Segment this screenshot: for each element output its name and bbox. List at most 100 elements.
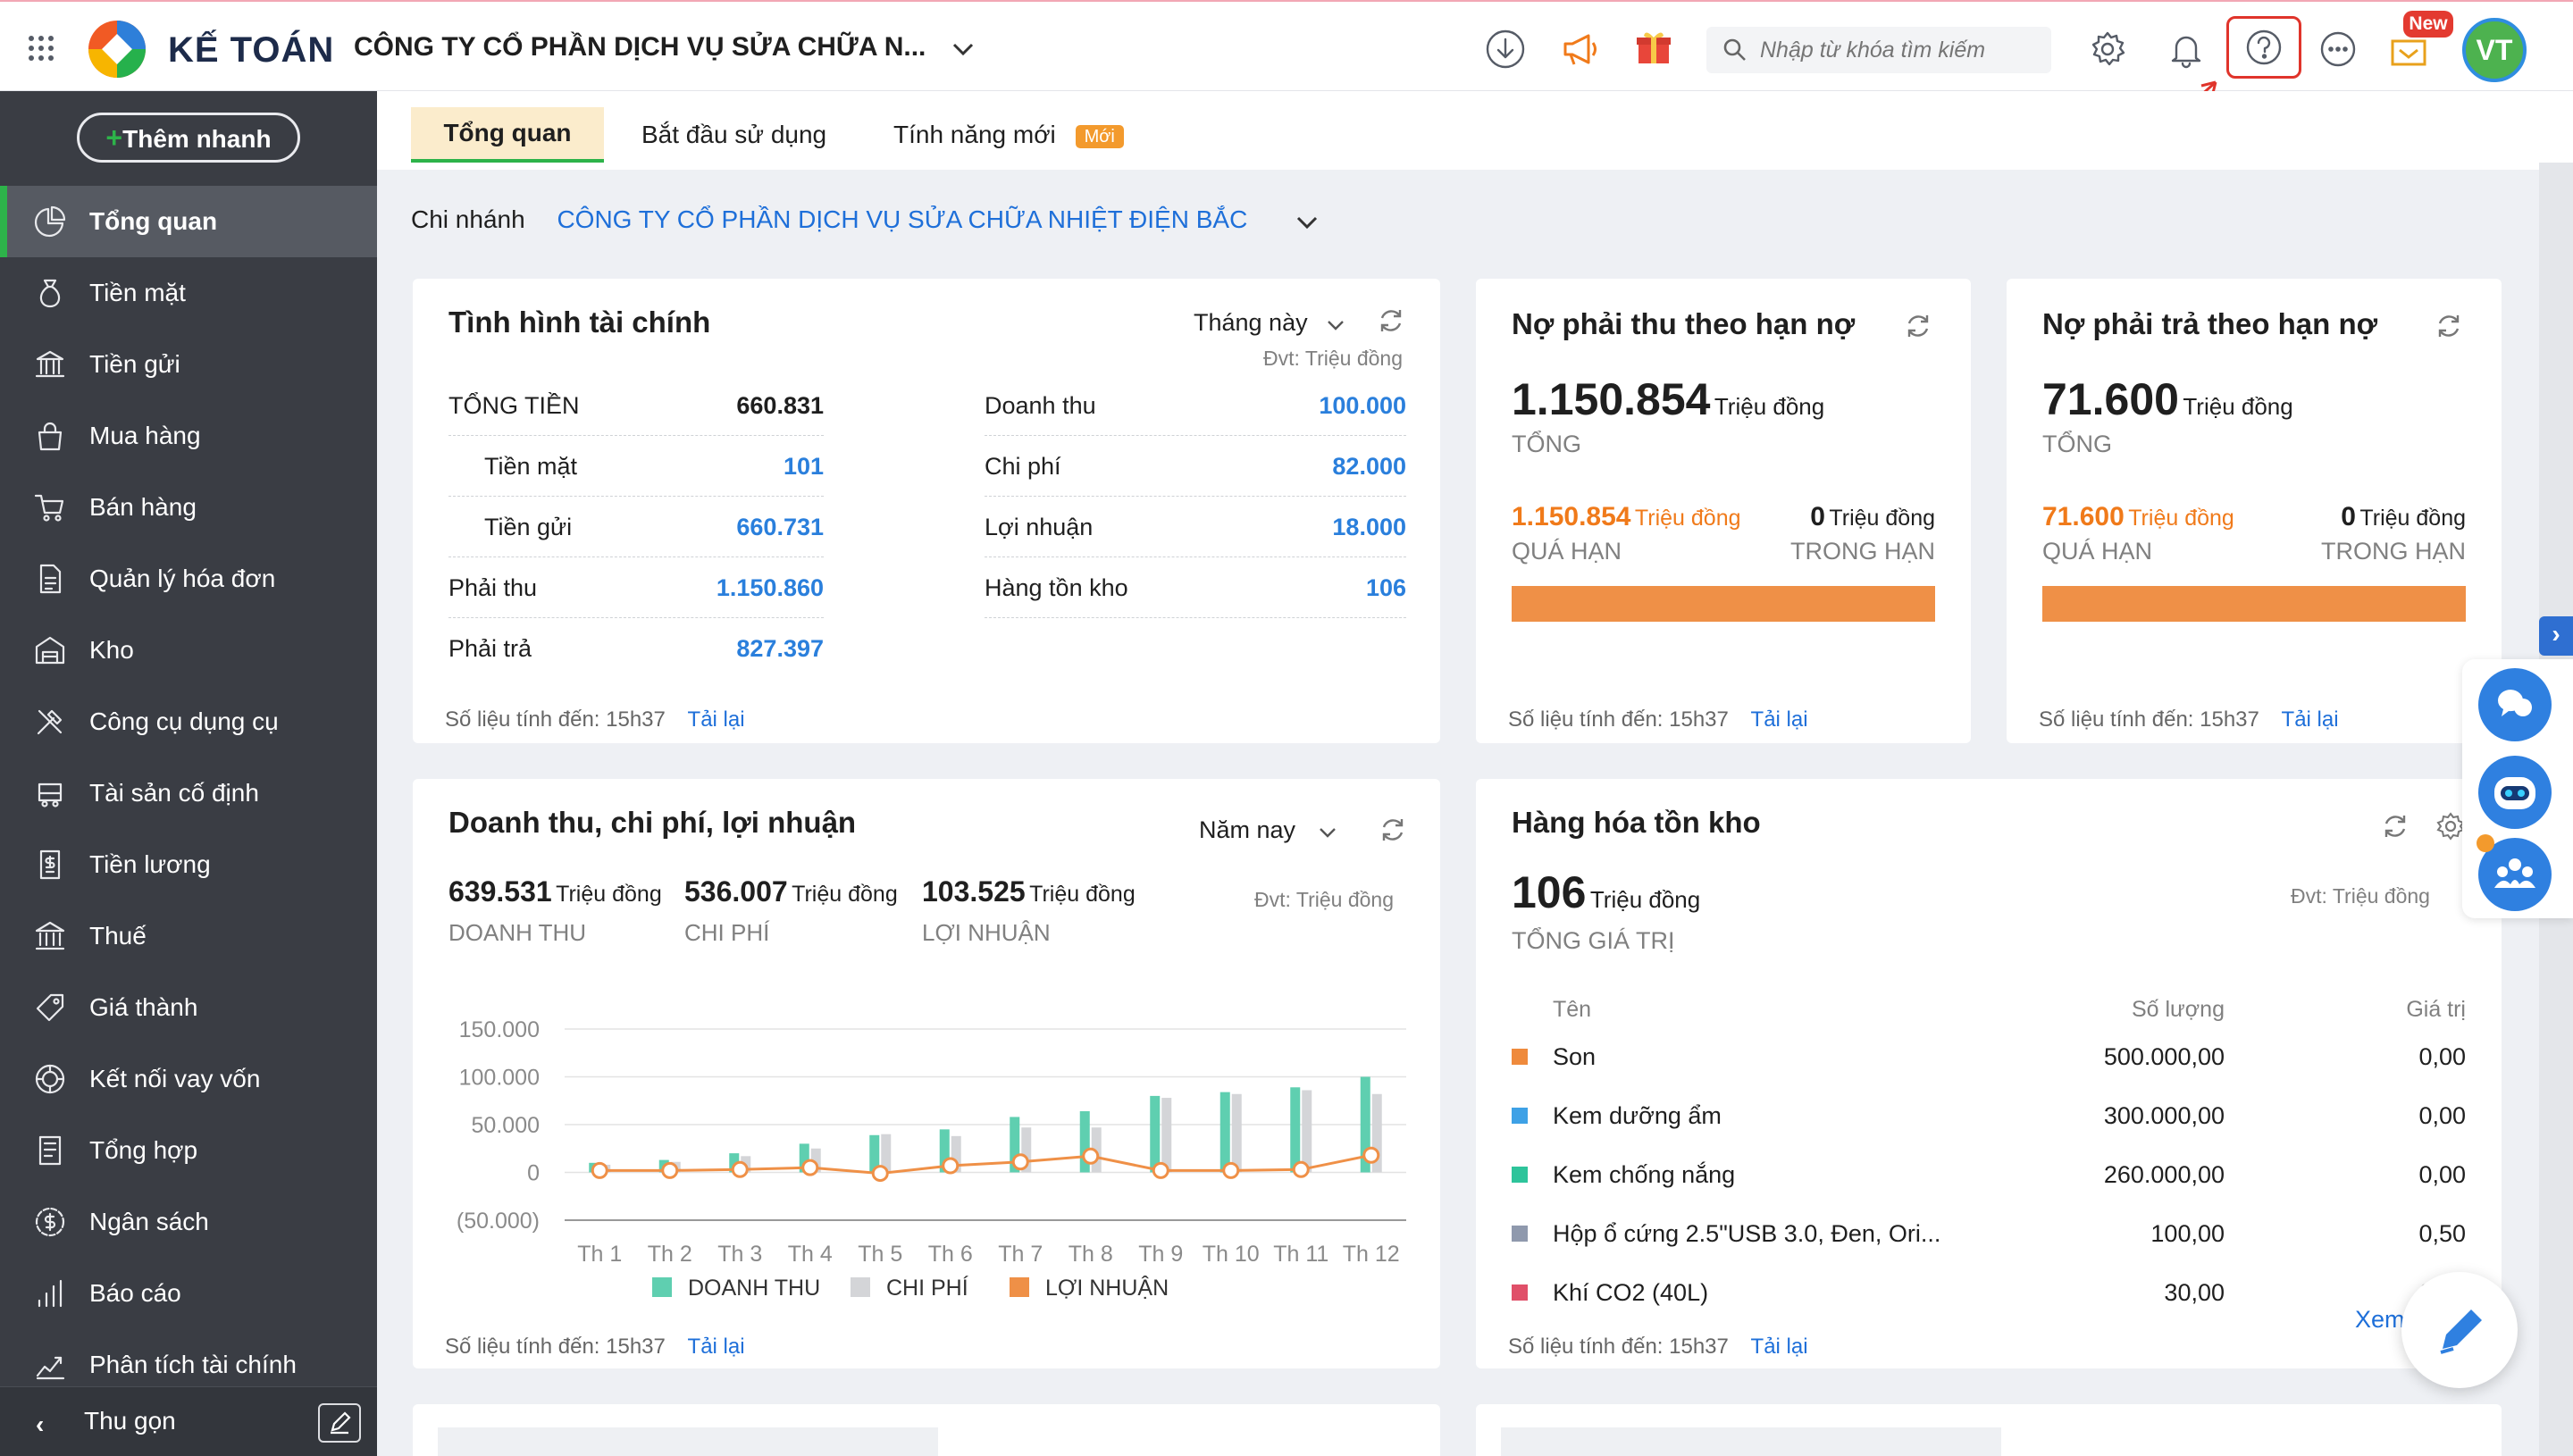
sidebar-item-tien-luong[interactable]: Tiền lương [0, 829, 377, 900]
card-footer: Số liệu tính đến: 15h37 Tải lại [445, 707, 745, 732]
chat-icon[interactable] [2478, 668, 2552, 741]
help-button-highlight[interactable] [2226, 16, 2301, 79]
edit-icon[interactable] [318, 1403, 361, 1443]
y-tick-label: 150.000 [459, 1017, 540, 1042]
plus-icon: + [105, 121, 123, 154]
megaphone-icon[interactable] [1560, 29, 1601, 70]
branch-label: Chi nhánh [411, 205, 525, 233]
reload-link[interactable]: Tải lại [2281, 707, 2339, 732]
search-box[interactable] [1706, 27, 2051, 73]
compose-button[interactable] [2401, 1272, 2518, 1388]
x-tick-label: Th 3 [717, 1242, 762, 1267]
item-name: Hộp ổ cứng 2.5"USB 3.0, Đen, Ori... [1553, 1220, 1941, 1247]
tab-tinh-nang-moi[interactable]: Tính năng mới Mới [893, 107, 1124, 163]
community-icon[interactable] [2478, 838, 2552, 911]
in-term-amount[interactable]: 0 Triệu đồng [1810, 502, 1935, 531]
bell-icon[interactable] [2166, 29, 2207, 70]
kpi-revenue: 639.531 Triệu đồng DOANH THU [448, 875, 662, 946]
item-name: Khí CO2 (40L) [1553, 1279, 1709, 1306]
avatar[interactable]: VT [2462, 18, 2527, 82]
table-row[interactable]: Son 500.000,00 0,00 [1512, 1034, 2466, 1079]
app-logo-icon[interactable] [88, 20, 147, 79]
sidebar-item-tong-quan[interactable]: Tổng quan [0, 186, 377, 257]
bar-cost [1161, 1098, 1172, 1173]
more-icon[interactable] [2317, 29, 2359, 70]
sidebar-item-mua-hang[interactable]: Mua hàng [0, 400, 377, 472]
tab-bat-dau[interactable]: Bắt đầu sử dụng [641, 107, 826, 163]
profit-point [1362, 1146, 1380, 1164]
table-row[interactable]: Khí CO2 (40L)30,006,00 [1512, 1270, 2466, 1315]
cart-icon [34, 494, 64, 522]
sidebar-item-vay-von[interactable]: Kết nối vay vốn [0, 1043, 377, 1115]
column-header-name: Tên [1553, 997, 1592, 1022]
total-label: TỔNG GIÁ TRỊ [1512, 927, 1675, 954]
sidebar-item-bao-cao[interactable]: Báo cáo [0, 1258, 377, 1329]
reload-link[interactable]: Tải lại [687, 707, 745, 732]
search-input[interactable] [1760, 34, 2037, 66]
sidebar-item-gia-thanh[interactable]: Giá thành [0, 972, 377, 1043]
card-footer: Số liệu tính đến: 15h37 Tải lại [2039, 707, 2339, 732]
total-amount: 71.600 Triệu đồng [2042, 374, 2293, 424]
tab-label: Bắt đầu sử dụng [641, 121, 827, 148]
branch-selector[interactable]: Chi nhánh CÔNG TY CỔ PHẦN DỊCH VỤ SỬA CH… [411, 205, 1319, 236]
bar-cost [881, 1134, 892, 1173]
download-icon[interactable] [1485, 29, 1526, 70]
in-term-amount[interactable]: 0 Triệu đồng [2341, 502, 2466, 531]
sidebar-item-cong-cu[interactable]: Công cụ dụng cụ [0, 686, 377, 757]
news-icon[interactable] [2387, 29, 2432, 73]
gift-icon[interactable] [1633, 27, 1674, 68]
item-value: 0,00 [2418, 1102, 2466, 1129]
item-qty: 30,00 [2164, 1279, 2225, 1306]
refresh-icon[interactable] [1376, 305, 1406, 336]
sidebar-item-ngan-sach[interactable]: Ngân sách [0, 1186, 377, 1258]
sidebar-item-hoa-don[interactable]: Quản lý hóa đơn [0, 543, 377, 615]
sidebar-item-label: Bán hàng [89, 493, 197, 521]
reload-link[interactable]: Tải lại [1750, 707, 1808, 732]
gear-icon[interactable] [2087, 29, 2128, 70]
table-row[interactable]: Kem dưỡng ẩm 300.000,00 0,00 [1512, 1093, 2466, 1138]
sidebar-item-ban-hang[interactable]: Bán hàng [0, 472, 377, 543]
app-grid-icon[interactable] [27, 34, 55, 63]
sidebar-item-tien-gui[interactable]: Tiền gửi [0, 329, 377, 400]
period-dropdown[interactable]: Tháng này [1194, 309, 1345, 337]
sidebar-item-phan-tich[interactable]: Phân tích tài chính [0, 1329, 377, 1401]
tab-tong-quan[interactable]: Tổng quan [411, 107, 604, 163]
finance-row: Tiền mặt 101 [448, 436, 824, 497]
sidebar-item-tong-hop[interactable]: Tổng hợp [0, 1115, 377, 1186]
sidebar-item-tien-mat[interactable]: Tiền mặt [0, 257, 377, 329]
period-dropdown[interactable]: Năm nay [1199, 816, 1337, 844]
table-row[interactable]: Hộp ổ cứng 2.5"USB 3.0, Đen, Ori... 100,0… [1512, 1211, 2466, 1256]
sidebar-item-thue[interactable]: Thuế [0, 900, 377, 972]
tab-label: Tổng quan [443, 119, 572, 146]
app-title: KẾ TOÁN [168, 30, 335, 70]
refresh-icon[interactable] [1903, 311, 1933, 341]
card-title: Nợ phải thu theo hạn nợ [1512, 307, 1856, 340]
overdue-amount[interactable]: 71.600 Triệu đồng [2042, 502, 2234, 531]
profit-point [1082, 1147, 1100, 1165]
bot-icon[interactable] [2478, 756, 2552, 829]
company-selector[interactable]: CÔNG TY CỔ PHẦN DỊCH VỤ SỬA CHỮA N... [354, 32, 975, 68]
invoice-icon [39, 564, 62, 594]
view-more-link[interactable]: Xem [2355, 1306, 2405, 1333]
quick-add-label: Thêm nhanh [122, 125, 272, 153]
refresh-icon[interactable] [2434, 311, 2464, 341]
reload-link[interactable]: Tải lại [687, 1335, 745, 1359]
table-row[interactable]: Kem chống nắng 260.000,00 0,00 [1512, 1152, 2466, 1197]
refresh-icon[interactable] [2380, 811, 2410, 841]
reload-link[interactable]: Tải lại [1750, 1335, 1808, 1359]
collapse-bar[interactable]: ‹ Thu gọn [0, 1386, 377, 1456]
sidebar-item-kho[interactable]: Kho [0, 615, 377, 686]
bar-revenue [1010, 1117, 1020, 1173]
chevron-down-icon [1295, 207, 1319, 236]
profit-point [661, 1161, 679, 1179]
revenue-card: Doanh thu, chi phí, lợi nhuận Năm nay 63… [413, 779, 1440, 1368]
report-icon [38, 1279, 63, 1308]
refresh-icon[interactable] [1378, 815, 1408, 845]
quick-add-button[interactable]: +Thêm nhanh [77, 113, 300, 163]
sidebar-item-label: Kho [89, 636, 134, 664]
color-swatch [1512, 1226, 1528, 1242]
overdue-amount[interactable]: 1.150.854 Triệu đồng [1512, 502, 1741, 531]
expand-panel-button[interactable]: › [2539, 616, 2573, 656]
gear-icon[interactable] [2435, 811, 2466, 841]
sidebar-item-tai-san[interactable]: Tài sản cố định [0, 757, 377, 829]
